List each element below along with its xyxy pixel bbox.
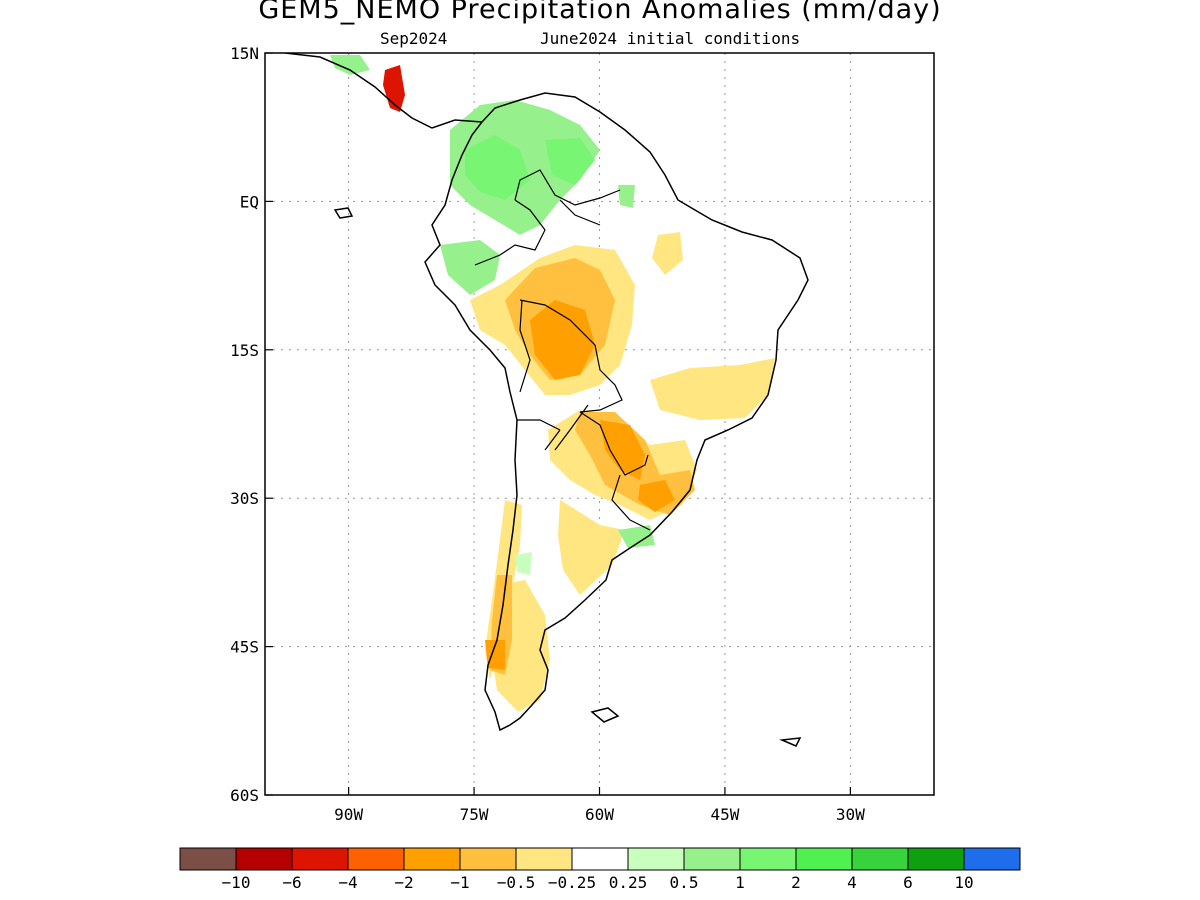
anomaly-region-central-america-dry <box>383 65 405 112</box>
colorbar-swatch <box>571 847 629 871</box>
anomaly-region-colombia-wet <box>465 135 530 200</box>
lon-tick-label: 30W <box>836 805 865 824</box>
colorbar-label: −0.5 <box>497 873 536 892</box>
subtitle-initial-conditions: June2024 initial conditions <box>540 29 801 48</box>
anomaly-region-eastern-amazon-dry <box>652 232 683 275</box>
colorbar-label: −0.25 <box>548 873 596 892</box>
colorbar-label: 1 <box>735 873 745 892</box>
lon-tick-label: 60W <box>585 805 614 824</box>
lon-tick-label: 75W <box>460 805 489 824</box>
lon-tick-label: 90W <box>334 805 363 824</box>
colorbar-swatch <box>907 847 965 871</box>
chart-title: GEM5_NEMO Precipitation Anomalies (mm/da… <box>258 0 942 25</box>
colorbar-swatch <box>851 847 909 871</box>
lat-tick-label: 15S <box>230 341 259 360</box>
colorbar: −10 −6 −4 −2 −1 −0.5 −0.25 0.25 0.5 1 2 4 6 10 <box>179 847 1021 892</box>
anomaly-region-east-brazil-dry <box>650 358 775 420</box>
anomaly-region-venezuela-wet <box>545 138 595 185</box>
anomaly-region-bolivia-dry <box>530 300 595 380</box>
colorbar-label: −6 <box>282 873 301 892</box>
lat-tick-label: EQ <box>240 192 259 211</box>
colorbar-swatch <box>739 847 797 871</box>
anomaly-region-argentina-wet-patch <box>515 552 532 575</box>
axis-ticks: 90W 75W 60W 45W 30W 15N EQ 15S 30S 45S 60S <box>230 44 865 824</box>
colorbar-swatch <box>235 847 293 871</box>
lat-tick-label: 15N <box>230 44 259 63</box>
colorbar-swatch <box>347 847 405 871</box>
colorbar-swatch <box>795 847 853 871</box>
colorbar-swatch <box>963 847 1021 871</box>
colorbar-swatch <box>459 847 517 871</box>
subtitle-month: Sep2024 <box>380 29 448 48</box>
colorbar-label: 0.25 <box>609 873 648 892</box>
south-america-coastline <box>424 92 809 732</box>
falkland-islands <box>590 707 620 723</box>
lat-tick-label: 30S <box>230 489 259 508</box>
anomaly-region-patagonia-strong-dry <box>485 640 505 670</box>
colorbar-label: −2 <box>394 873 413 892</box>
colorbar-swatch <box>403 847 461 871</box>
colorbar-label: 0.5 <box>670 873 699 892</box>
coastlines <box>284 53 809 747</box>
galapagos-islands <box>333 207 354 219</box>
central-america-coastline <box>284 53 483 129</box>
colorbar-swatch <box>515 847 573 871</box>
anomaly-region-ecuador-peru-wet <box>440 240 500 295</box>
anomaly-region-uruguay-dry <box>638 480 675 512</box>
anomaly-region-guiana-wet <box>618 185 635 208</box>
national-borders <box>474 169 651 531</box>
lat-tick-label: 60S <box>230 786 259 805</box>
anomaly-region-central-america-wet <box>330 55 370 75</box>
anomaly-region-parana-dry <box>600 420 645 480</box>
colorbar-swatch <box>627 847 685 871</box>
colorbar-label: 6 <box>903 873 913 892</box>
colorbar-label: −4 <box>338 873 357 892</box>
colorbar-swatch <box>291 847 349 871</box>
anomaly-field <box>330 55 775 712</box>
anomaly-region-uruguay-coast-wet <box>618 525 655 548</box>
colorbar-label: 4 <box>847 873 857 892</box>
colorbar-swatch <box>179 847 237 871</box>
colorbar-label: −1 <box>450 873 469 892</box>
colorbar-label: 2 <box>791 873 801 892</box>
south-georgia <box>779 737 802 747</box>
anomaly-region-argentina-dry <box>558 500 625 595</box>
colorbar-swatch <box>683 847 741 871</box>
lon-tick-label: 45W <box>710 805 739 824</box>
lat-tick-label: 45S <box>230 638 259 657</box>
colorbar-label: −10 <box>222 873 251 892</box>
colorbar-label: 10 <box>954 873 973 892</box>
